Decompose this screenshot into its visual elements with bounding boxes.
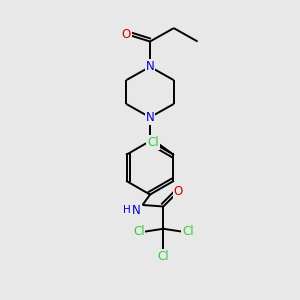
- Text: N: N: [132, 203, 141, 217]
- Text: N: N: [146, 60, 154, 73]
- Text: O: O: [122, 28, 131, 40]
- Text: N: N: [146, 111, 154, 124]
- Text: Cl: Cl: [158, 250, 169, 263]
- Text: Cl: Cl: [133, 225, 145, 238]
- Text: H: H: [123, 205, 131, 215]
- Text: Cl: Cl: [182, 225, 194, 238]
- Text: Cl: Cl: [147, 136, 159, 149]
- Text: O: O: [174, 185, 183, 198]
